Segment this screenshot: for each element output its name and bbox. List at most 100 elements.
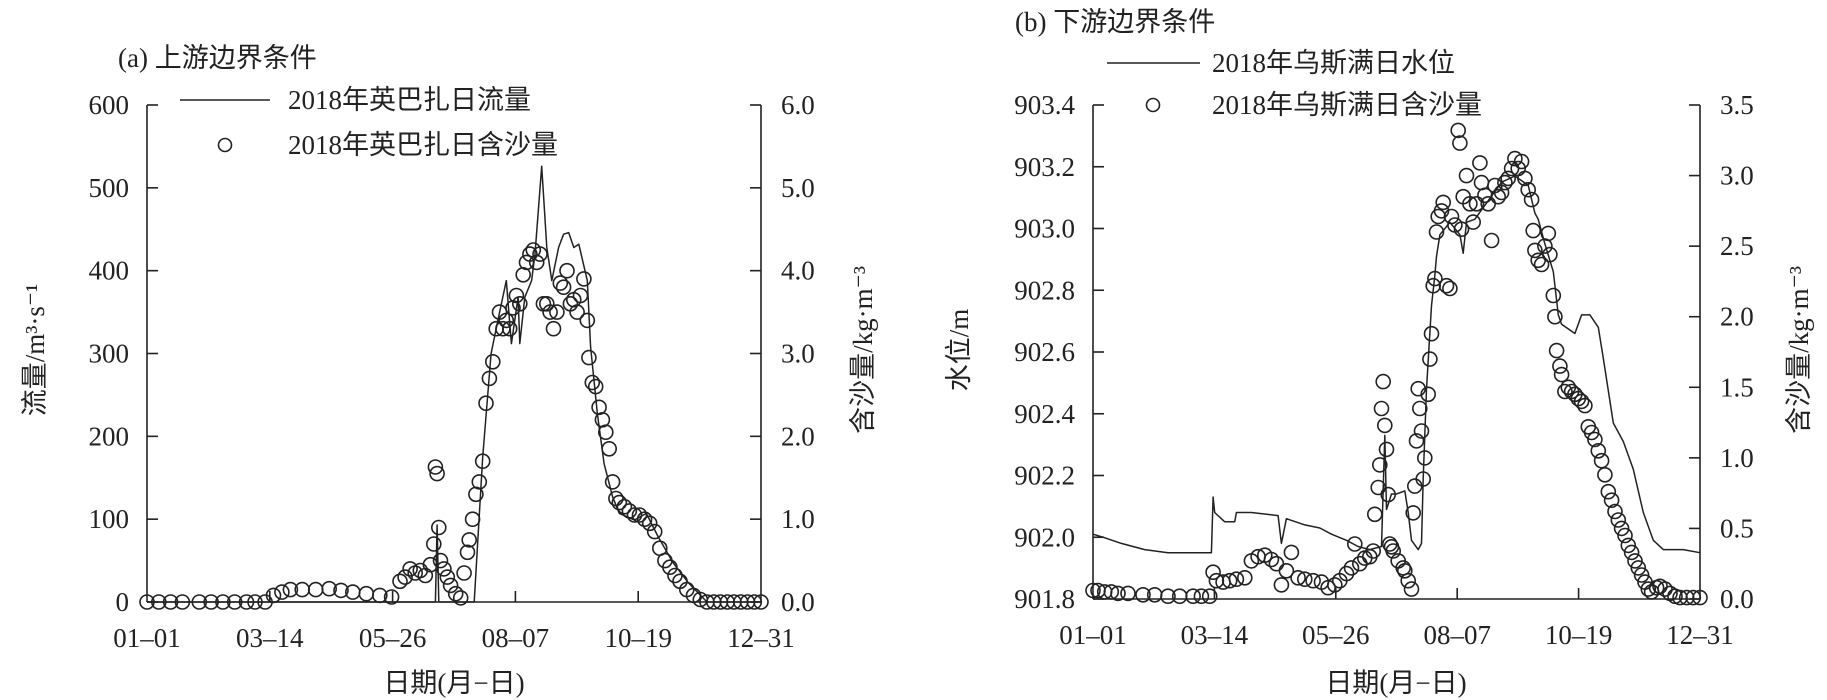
panel-b-scatter-point bbox=[1533, 256, 1550, 273]
panel-b-scatter-point bbox=[1343, 560, 1360, 576]
panel-b-x-tick-label: 01–01 bbox=[1059, 620, 1127, 650]
panel-a-scatter-point bbox=[456, 565, 472, 581]
panel-b-scatter-point bbox=[1587, 431, 1603, 448]
panel-b-scatter-point bbox=[1408, 433, 1425, 449]
panel-b-scatter-point bbox=[1513, 153, 1530, 170]
panel-a-scatter-point bbox=[321, 580, 338, 597]
panel-a-scatter-point bbox=[532, 246, 548, 262]
panel-a-scatter-point bbox=[498, 312, 515, 329]
panel-b-scatter-point bbox=[1453, 221, 1470, 237]
panel-a-scatter-point bbox=[274, 584, 290, 600]
panel-b-scatter-point bbox=[1372, 457, 1388, 473]
panel-b-scatter-point bbox=[1380, 486, 1396, 503]
panel-b-legend-marker-swatch bbox=[1145, 97, 1161, 113]
panel-a-scatter-point bbox=[501, 320, 518, 337]
panel-b-scatter-point bbox=[1525, 222, 1541, 239]
panel-b-scatter-point bbox=[1347, 536, 1363, 552]
panel-b-scatter-point bbox=[1405, 505, 1421, 521]
panel-a-scatter-point bbox=[282, 581, 299, 598]
panel-b-scatter-point bbox=[1597, 466, 1613, 483]
panel-b-scatter-point bbox=[1600, 483, 1617, 500]
panel-b-scatter-point bbox=[1493, 184, 1510, 201]
panel-b-x-label: 日期(月−日) bbox=[1325, 668, 1466, 698]
panel-a-scatter-point bbox=[226, 594, 243, 610]
panel-b-scatter-point bbox=[1465, 214, 1481, 230]
panel-b-scatter-point bbox=[1462, 196, 1478, 212]
panel-a-y-right-tick-label: 2.0 bbox=[781, 421, 815, 451]
panel-b-scatter-point bbox=[1500, 170, 1516, 187]
panel-a-scatter-point bbox=[542, 304, 558, 320]
panel-b-y-right-tick-label: 2.5 bbox=[1720, 231, 1754, 261]
panel-a-scatter-point bbox=[151, 594, 167, 610]
panel-b-scatter-point bbox=[1420, 386, 1436, 403]
panel-b-scatter-point bbox=[1545, 287, 1562, 304]
panel-a-legend-line-label: 2018年英巴扎日流量 bbox=[288, 85, 531, 115]
panel-a-scatter-point bbox=[191, 594, 208, 610]
panel-b-scatter-point bbox=[1415, 471, 1431, 487]
panel-b-scatter-point bbox=[1640, 581, 1657, 597]
panel-b-scatter-point bbox=[1472, 155, 1488, 171]
panel-a-scatter-point bbox=[636, 511, 653, 528]
panel-a-scatter-point bbox=[238, 594, 255, 610]
panel-b-scatter-point bbox=[1135, 586, 1151, 603]
panel-b-x-tick-label: 05–26 bbox=[1302, 620, 1370, 650]
panel-a-scatter-point bbox=[581, 349, 597, 366]
panel-a-scatter-point bbox=[626, 507, 643, 523]
panel-a-y-left-tick-label: 400 bbox=[89, 256, 130, 286]
panel-a-scatter-point bbox=[569, 304, 585, 320]
panel-a-scatter-point bbox=[247, 594, 263, 610]
panel-b-scatter-point bbox=[1201, 588, 1218, 605]
panel-b-scatter-point bbox=[1593, 452, 1610, 469]
panel-a-y-left-tick-label: 100 bbox=[89, 504, 130, 534]
panel-b-scatter-point bbox=[1435, 194, 1451, 211]
panel-b-scatter-point bbox=[1373, 400, 1390, 417]
panel-b-scatter-point bbox=[1273, 577, 1290, 593]
panel-b-scatter-point bbox=[1685, 589, 1702, 606]
panel-a-scatter-point bbox=[481, 370, 498, 387]
panel-b-y-left-tick-label: 902.8 bbox=[1014, 275, 1075, 305]
panel-b-scatter-point bbox=[1620, 537, 1637, 554]
panel-a-scatter-point bbox=[579, 312, 596, 329]
panel-b-scatter-point bbox=[1458, 167, 1475, 184]
panel-b-scatter-point bbox=[1290, 569, 1306, 586]
panel-b-scatter-point bbox=[1413, 423, 1430, 439]
panel-a-scatter-point bbox=[587, 378, 604, 395]
panel-b-legend-scatter-label: 2018年乌斯满日含沙量 bbox=[1212, 90, 1482, 120]
panel-b-scatter-point bbox=[1423, 325, 1440, 342]
panel-a-scatter-point bbox=[471, 474, 488, 490]
panel-b-scatter-point bbox=[1278, 562, 1295, 579]
panel-b-scatter-point bbox=[1452, 135, 1468, 151]
panel-a-scatter-point bbox=[427, 459, 444, 475]
panel-a-series-line bbox=[147, 165, 761, 603]
panel-b-y-right-tick-label: 0.0 bbox=[1720, 584, 1754, 614]
panel-a-scatter-point bbox=[508, 287, 525, 304]
panel-a-y-left-tick-label: 600 bbox=[89, 90, 130, 120]
panel-b-scatter-point bbox=[1228, 571, 1245, 588]
panel-b-scatter-point bbox=[1630, 560, 1647, 576]
panel-b-y-right-tick-label: 0.5 bbox=[1720, 513, 1754, 543]
panel-b-scatter-point bbox=[1338, 565, 1355, 582]
panel-b-scatter-point bbox=[1110, 585, 1126, 602]
panel-b-scatter-point bbox=[1610, 512, 1627, 528]
panel-a-scatter-point bbox=[631, 507, 648, 523]
panel-b-scatter-point bbox=[1583, 424, 1600, 441]
panel-b-x-tick-label: 08–07 bbox=[1423, 620, 1491, 650]
panel-a-scatter-point bbox=[459, 544, 476, 561]
panel-a-y-right-tick-label: 0.0 bbox=[781, 587, 815, 617]
panel-a-y-right-label: 含沙量/kg·m⁻³ bbox=[848, 266, 878, 434]
panel-b-y-right-tick-label: 1.5 bbox=[1720, 372, 1754, 402]
panel-b-scatter-point bbox=[1377, 417, 1393, 434]
panel-a-legend-scatter-label: 2018年英巴扎日含沙量 bbox=[288, 130, 558, 160]
panel-a-scatter-point bbox=[584, 374, 601, 391]
panel-b-scatter-point bbox=[1428, 224, 1445, 240]
panel-b-scatter-point bbox=[1205, 564, 1221, 581]
panel-a-scatter-point bbox=[464, 511, 481, 528]
panel-a-scatter-point bbox=[597, 424, 614, 441]
panel-b-y-right-tick-label: 3.0 bbox=[1720, 161, 1754, 191]
panel-b-x-tick-label: 03–14 bbox=[1181, 620, 1249, 650]
panel-b-scatter-point bbox=[1483, 232, 1500, 249]
panel-b-scatter-point bbox=[1517, 170, 1533, 187]
panel-a-scatter-point bbox=[528, 254, 545, 271]
panel-b-scatter-point bbox=[1507, 150, 1523, 167]
